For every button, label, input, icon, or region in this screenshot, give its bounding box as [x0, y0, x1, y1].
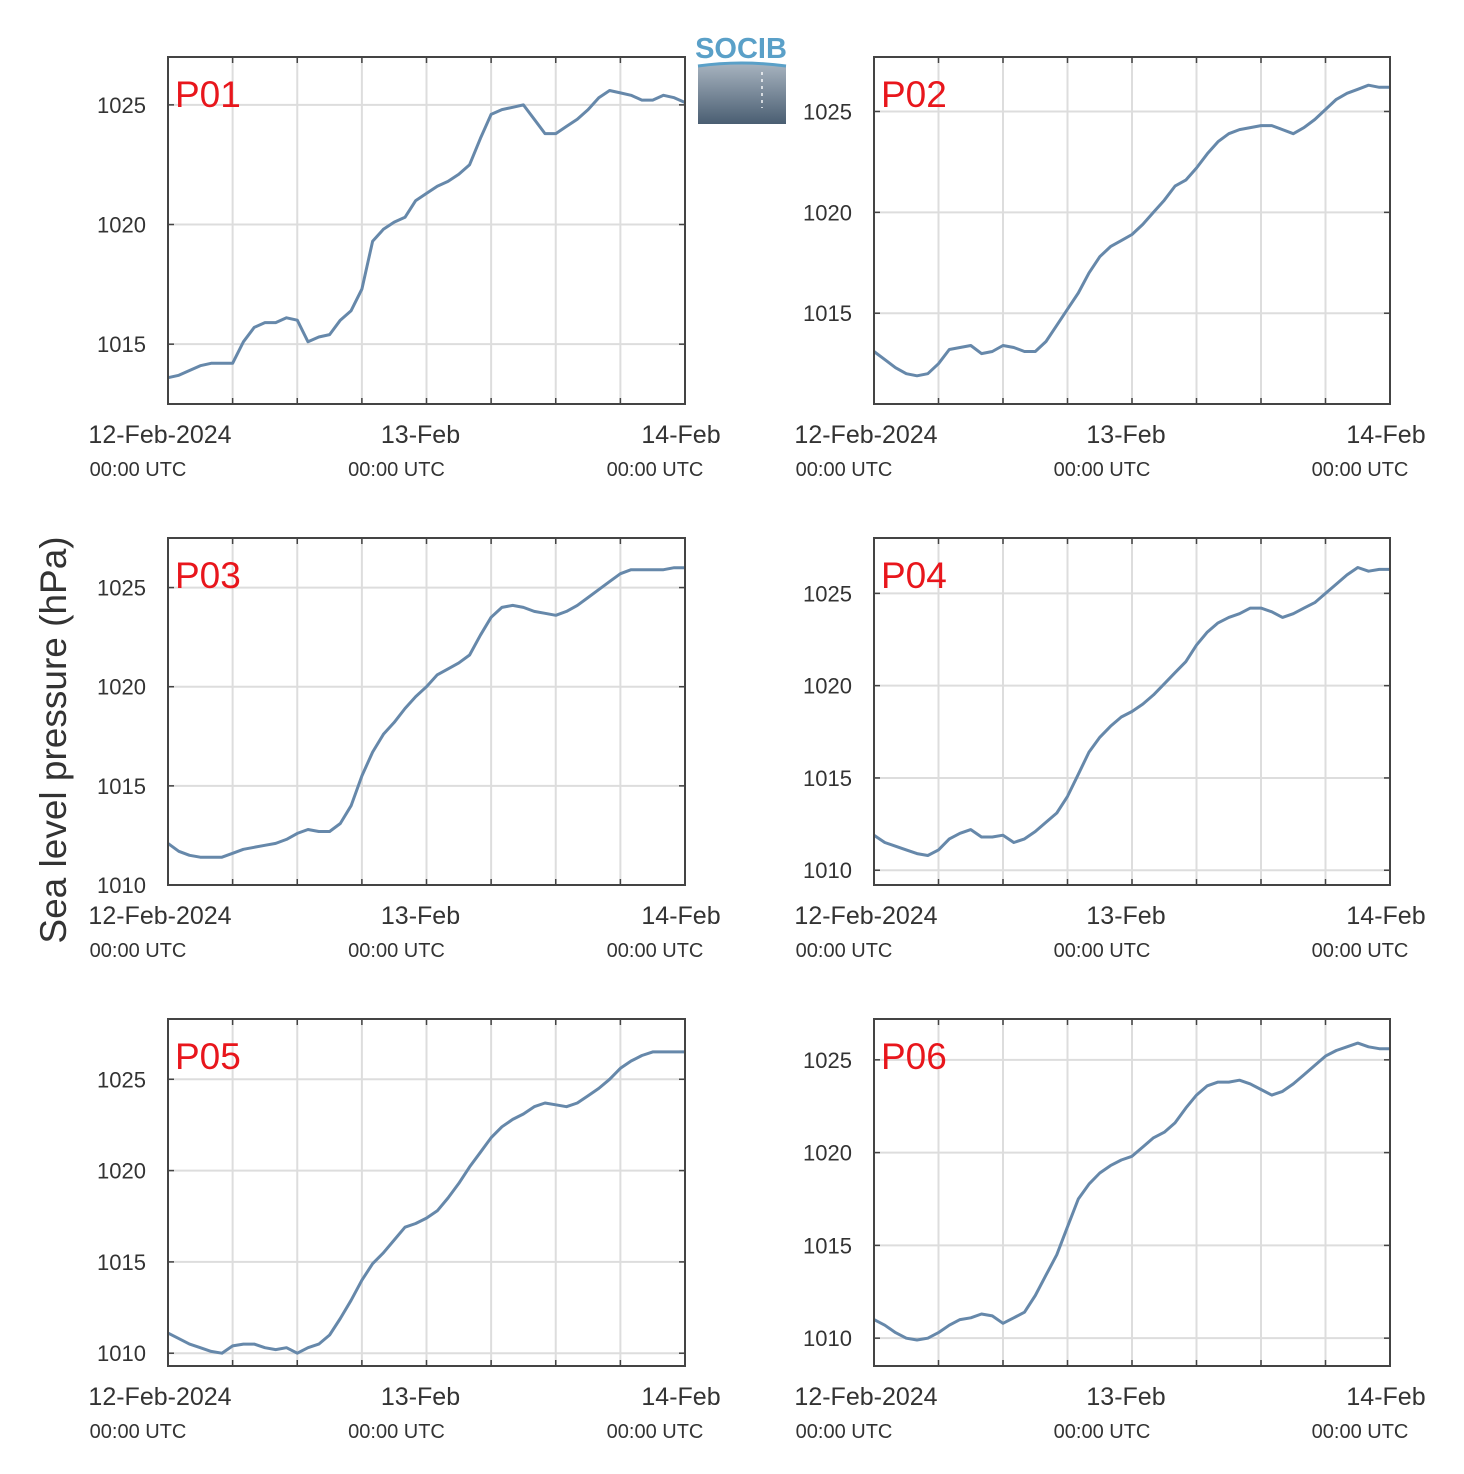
- y-tick-label: 1015: [97, 1250, 146, 1275]
- pressure-series-line: [167, 1050, 685, 1355]
- panel-p04: 1010 1015 1020 1025 P04 12-Feb-2024 00:00 UTC 1…: [794, 537, 1426, 962]
- x-tick-label-date: 12-Feb-2024: [794, 902, 937, 930]
- panel-label: P02: [881, 74, 947, 115]
- y-tick-label: 1025: [803, 99, 852, 124]
- panel-label: P01: [175, 74, 241, 115]
- x-tick-label-time: 00:00 UTC: [1054, 940, 1151, 962]
- logo-text: SOCIB: [695, 33, 787, 65]
- x-tick-label-time: 00:00 UTC: [796, 940, 893, 962]
- x-tick-label-time: 00:00 UTC: [90, 1421, 187, 1443]
- socib-logo: SOCIB: [695, 33, 787, 124]
- plot-frame: [167, 537, 686, 886]
- y-tick-label: 1010: [97, 873, 146, 898]
- x-tick-label-date: 14-Feb: [641, 1383, 720, 1411]
- x-tick-label-time: 00:00 UTC: [348, 459, 445, 481]
- x-tick-label-time: 00:00 UTC: [607, 1421, 704, 1443]
- panel-label: P05: [175, 1036, 241, 1077]
- x-tick-label-time: 00:00 UTC: [607, 940, 704, 962]
- plot-frame: [167, 1018, 686, 1367]
- y-tick-label: 1020: [803, 1141, 852, 1166]
- pressure-series-line: [167, 566, 685, 859]
- panel-label: P03: [175, 555, 241, 596]
- x-tick-label-time: 00:00 UTC: [607, 459, 704, 481]
- y-tick-label: 1025: [803, 581, 852, 606]
- x-tick-label-date: 13-Feb: [381, 1383, 460, 1411]
- panel-p02: 1015 1020 1025 P02 12-Feb-2024 00:00 UTC 13-Fe…: [794, 56, 1426, 481]
- x-tick-label-date: 12-Feb-2024: [794, 1383, 937, 1411]
- plot-frame: [873, 537, 1391, 886]
- y-tick-label: 1020: [803, 674, 852, 699]
- x-tick-label-time: 00:00 UTC: [1312, 940, 1409, 962]
- x-tick-label-time: 00:00 UTC: [348, 940, 445, 962]
- pressure-series-line: [873, 566, 1390, 857]
- plot-frame: [873, 56, 1391, 405]
- plot-frame: [873, 1018, 1391, 1367]
- pressure-series-line: [873, 1041, 1390, 1342]
- pressure-series-line: [167, 89, 686, 380]
- x-tick-label-date: 12-Feb-2024: [88, 902, 231, 930]
- y-axis-label: Sea level pressure (hPa): [33, 536, 74, 943]
- x-tick-label-date: 12-Feb-2024: [88, 1383, 231, 1411]
- x-tick-label-time: 00:00 UTC: [90, 459, 187, 481]
- panel-p03: 1010 1015 1020 1025 P03 12-Feb-2024 00:00 UTC 1…: [88, 537, 721, 962]
- y-tick-label: 1020: [97, 1159, 146, 1184]
- y-tick-label: 1010: [803, 858, 852, 883]
- x-tick-label-date: 14-Feb: [641, 902, 720, 930]
- y-tick-label: 1010: [803, 1326, 852, 1351]
- x-tick-label-date: 13-Feb: [1086, 902, 1165, 930]
- pressure-series-line: [873, 83, 1390, 378]
- panel-p06: 1010 1015 1020 1025 P06 12-Feb-2024 00:00 UTC 1…: [794, 1018, 1426, 1443]
- y-tick-label: 1015: [803, 1233, 852, 1258]
- panel-p01: 1015 1020 1025 P01 12-Feb-2024 00:00 UTC 13-Fe…: [88, 56, 721, 481]
- x-tick-label-time: 00:00 UTC: [348, 1421, 445, 1443]
- y-tick-label: 1015: [97, 774, 146, 799]
- x-tick-label-time: 00:00 UTC: [1312, 1421, 1409, 1443]
- x-tick-label-date: 14-Feb: [1346, 421, 1425, 449]
- x-tick-label-time: 00:00 UTC: [1054, 459, 1151, 481]
- x-tick-label-date: 12-Feb-2024: [794, 421, 937, 449]
- x-tick-label-date: 13-Feb: [381, 902, 460, 930]
- x-tick-label-time: 00:00 UTC: [1312, 459, 1409, 481]
- plot-frame: [167, 56, 686, 405]
- x-tick-label-time: 00:00 UTC: [796, 459, 893, 481]
- y-tick-label: 1010: [97, 1341, 146, 1366]
- x-tick-label-date: 13-Feb: [381, 421, 460, 449]
- logo-wave-shape: [698, 63, 786, 124]
- x-tick-label-time: 00:00 UTC: [796, 1421, 893, 1443]
- x-tick-label-time: 00:00 UTC: [90, 940, 187, 962]
- y-tick-label: 1025: [97, 1067, 146, 1092]
- y-tick-label: 1025: [97, 93, 146, 118]
- y-tick-label: 1015: [803, 301, 852, 326]
- y-tick-label: 1020: [97, 675, 146, 700]
- y-tick-label: 1020: [97, 213, 146, 238]
- x-tick-label-time: 00:00 UTC: [1054, 1421, 1151, 1443]
- x-tick-label-date: 14-Feb: [641, 421, 720, 449]
- x-tick-label-date: 12-Feb-2024: [88, 421, 231, 449]
- y-tick-label: 1015: [97, 332, 146, 357]
- x-tick-label-date: 13-Feb: [1086, 421, 1165, 449]
- y-tick-label: 1015: [803, 766, 852, 791]
- y-tick-label: 1025: [803, 1048, 852, 1073]
- x-tick-label-date: 13-Feb: [1086, 1383, 1165, 1411]
- y-tick-label: 1025: [97, 576, 146, 601]
- y-tick-label: 1020: [803, 200, 852, 225]
- x-tick-label-date: 14-Feb: [1346, 902, 1425, 930]
- x-tick-label-date: 14-Feb: [1346, 1383, 1425, 1411]
- panel-label: P04: [881, 555, 947, 596]
- panel-p05: 1010 1015 1020 1025 P05 12-Feb-2024 00:00 UTC 1…: [88, 1018, 721, 1443]
- panel-label: P06: [881, 1036, 947, 1077]
